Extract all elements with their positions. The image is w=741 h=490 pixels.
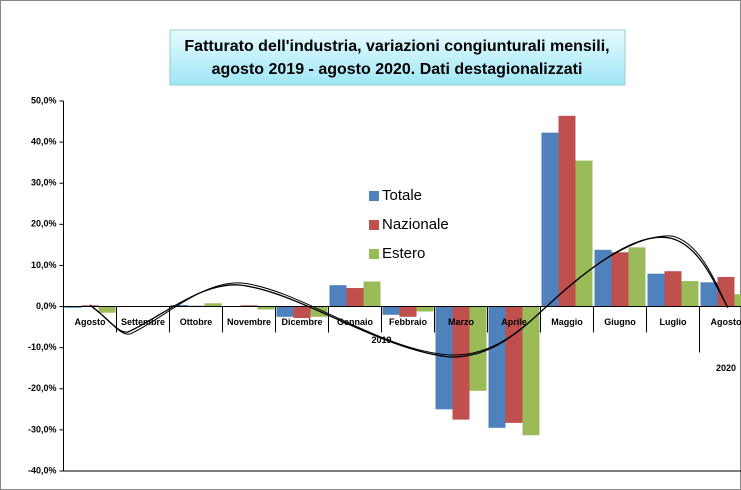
bar — [664, 271, 682, 307]
bar — [399, 306, 417, 317]
bar — [717, 276, 735, 307]
bar — [628, 247, 646, 307]
y-tick-label: 10,0% — [31, 260, 57, 270]
bar — [346, 288, 364, 307]
x-tick-label: Settembre — [121, 317, 165, 327]
bar — [81, 305, 99, 307]
y-tick-label: 50,0% — [31, 95, 57, 105]
bar — [575, 160, 593, 307]
bar — [734, 294, 741, 307]
y-tick-label: -30,0% — [28, 424, 57, 434]
bar — [276, 306, 294, 317]
legend-swatch — [369, 191, 379, 201]
y-tick-label: 20,0% — [31, 219, 57, 229]
x-tick-label: Maggio — [551, 317, 583, 327]
bar — [681, 281, 699, 307]
bar — [64, 306, 82, 308]
bar — [594, 249, 612, 307]
x-group-label: 2020 — [716, 363, 736, 373]
bar — [98, 306, 116, 313]
bar — [170, 304, 188, 307]
bar — [505, 306, 523, 423]
bar — [558, 115, 576, 307]
y-tick-label: -40,0% — [28, 465, 57, 475]
x-tick-label: Agosto — [711, 317, 741, 327]
bar — [293, 306, 311, 319]
trend-curve — [89, 236, 728, 358]
chart-subtitle: agosto 2019 - agosto 2020. Dati destagio… — [212, 61, 583, 78]
x-tick-label: Ottobre — [180, 317, 213, 327]
y-tick-label: 30,0% — [31, 178, 57, 188]
x-tick-label: Novembre — [227, 317, 271, 327]
bar — [329, 285, 347, 307]
x-tick-label: Marzo — [448, 317, 475, 327]
chart-title: Fatturato dell'industria, variazioni con… — [184, 38, 609, 55]
x-tick-label: Gennaio — [337, 317, 374, 327]
x-tick-label: Febbraio — [389, 317, 428, 327]
legend-label: Totale — [382, 187, 422, 204]
y-tick-label: -20,0% — [28, 383, 57, 393]
bar — [452, 306, 470, 420]
trend-curve — [91, 235, 729, 356]
bar — [541, 132, 559, 307]
bar — [469, 306, 487, 391]
plot: -40,0% -30,0% -20,0% -10,0% 0,0% 10,0% 20,0% 30… — [28, 95, 741, 475]
legend-label: Estero — [382, 245, 425, 262]
legend-swatch — [369, 249, 379, 259]
y-tick-label: -10,0% — [28, 342, 57, 352]
x-group-label: 2019 — [371, 335, 391, 345]
x-tick-label: Luglio — [660, 317, 687, 327]
x-tick-label: Aprile — [501, 317, 527, 327]
bar — [435, 306, 453, 410]
bar — [416, 306, 434, 312]
y-tick-label: 40,0% — [31, 136, 57, 146]
bar — [257, 306, 275, 310]
x-tick-label: Agosto — [75, 317, 106, 327]
legend-label: Nazionale — [382, 216, 449, 233]
title-box — [169, 29, 626, 86]
bar — [700, 282, 718, 307]
x-tick-label: Dicembre — [281, 317, 322, 327]
x-tick-label: Giugno — [604, 317, 636, 327]
bar — [382, 306, 400, 315]
bar — [363, 281, 381, 307]
bar — [647, 273, 665, 307]
bar — [204, 303, 222, 307]
bar — [488, 306, 506, 428]
legend-swatch — [369, 220, 379, 230]
bar — [611, 252, 629, 307]
bar — [522, 306, 540, 436]
bar — [240, 305, 258, 307]
y-tick-label: 0,0% — [36, 301, 57, 311]
